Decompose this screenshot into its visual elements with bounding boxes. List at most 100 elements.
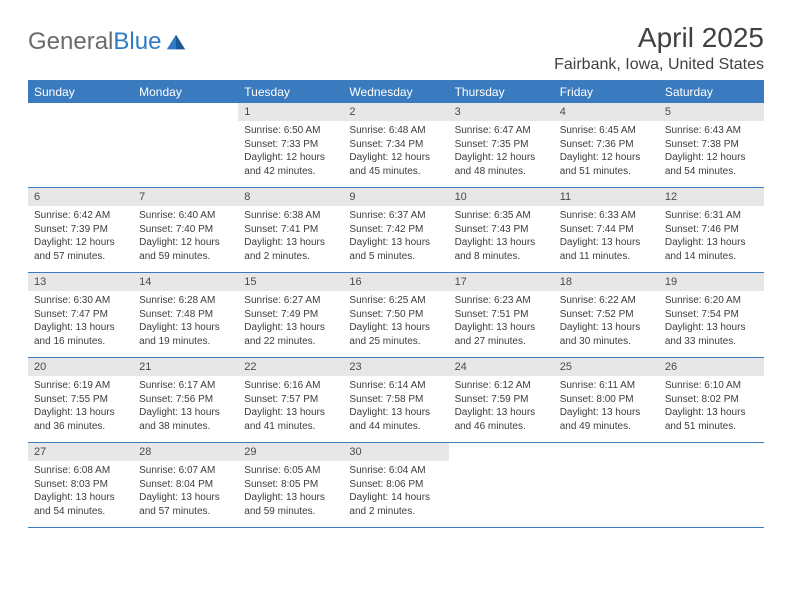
sunset-line: Sunset: 7:52 PM xyxy=(560,308,653,322)
day-number: 7 xyxy=(133,188,238,206)
calendar-page: GeneralBlue April 2025 Fairbank, Iowa, U… xyxy=(0,0,792,550)
day-number: 22 xyxy=(238,358,343,376)
sunrise-line: Sunrise: 6:25 AM xyxy=(349,294,442,308)
calendar-cell: 3Sunrise: 6:47 AMSunset: 7:35 PMDaylight… xyxy=(449,103,554,187)
sunrise-line: Sunrise: 6:20 AM xyxy=(665,294,758,308)
sunrise-line: Sunrise: 6:07 AM xyxy=(139,464,232,478)
day-body: Sunrise: 6:19 AMSunset: 7:55 PMDaylight:… xyxy=(28,376,133,439)
day-body: Sunrise: 6:37 AMSunset: 7:42 PMDaylight:… xyxy=(343,206,448,269)
daylight-line: Daylight: 13 hours and 25 minutes. xyxy=(349,321,442,348)
calendar-cell: 23Sunrise: 6:14 AMSunset: 7:58 PMDayligh… xyxy=(343,358,448,442)
day-header-saturday: Saturday xyxy=(659,81,764,103)
day-number: 28 xyxy=(133,443,238,461)
sunset-line: Sunset: 7:48 PM xyxy=(139,308,232,322)
day-body: Sunrise: 6:48 AMSunset: 7:34 PMDaylight:… xyxy=(343,121,448,184)
logo-mark-icon xyxy=(165,31,187,53)
sunrise-line: Sunrise: 6:35 AM xyxy=(455,209,548,223)
day-number: 10 xyxy=(449,188,554,206)
day-header-friday: Friday xyxy=(554,81,659,103)
sunset-line: Sunset: 7:36 PM xyxy=(560,138,653,152)
sunrise-line: Sunrise: 6:12 AM xyxy=(455,379,548,393)
sunset-line: Sunset: 7:47 PM xyxy=(34,308,127,322)
sunrise-line: Sunrise: 6:19 AM xyxy=(34,379,127,393)
daylight-line: Daylight: 13 hours and 33 minutes. xyxy=(665,321,758,348)
sunset-line: Sunset: 7:54 PM xyxy=(665,308,758,322)
sunrise-line: Sunrise: 6:43 AM xyxy=(665,124,758,138)
day-number: 17 xyxy=(449,273,554,291)
day-body: Sunrise: 6:22 AMSunset: 7:52 PMDaylight:… xyxy=(554,291,659,354)
sunrise-line: Sunrise: 6:16 AM xyxy=(244,379,337,393)
day-number: 14 xyxy=(133,273,238,291)
day-number: 20 xyxy=(28,358,133,376)
sunset-line: Sunset: 7:39 PM xyxy=(34,223,127,237)
calendar-cell: 24Sunrise: 6:12 AMSunset: 7:59 PMDayligh… xyxy=(449,358,554,442)
sunset-line: Sunset: 8:04 PM xyxy=(139,478,232,492)
sunset-line: Sunset: 7:55 PM xyxy=(34,393,127,407)
day-header-tuesday: Tuesday xyxy=(238,81,343,103)
sunrise-line: Sunrise: 6:28 AM xyxy=(139,294,232,308)
calendar-cell: 11Sunrise: 6:33 AMSunset: 7:44 PMDayligh… xyxy=(554,188,659,272)
title-block: April 2025 Fairbank, Iowa, United States xyxy=(554,22,764,74)
daylight-line: Daylight: 13 hours and 2 minutes. xyxy=(244,236,337,263)
calendar-cell: 12Sunrise: 6:31 AMSunset: 7:46 PMDayligh… xyxy=(659,188,764,272)
calendar-cell xyxy=(554,443,659,527)
sunrise-line: Sunrise: 6:42 AM xyxy=(34,209,127,223)
sunset-line: Sunset: 7:49 PM xyxy=(244,308,337,322)
sunrise-line: Sunrise: 6:08 AM xyxy=(34,464,127,478)
day-body: Sunrise: 6:23 AMSunset: 7:51 PMDaylight:… xyxy=(449,291,554,354)
day-body: Sunrise: 6:10 AMSunset: 8:02 PMDaylight:… xyxy=(659,376,764,439)
daylight-line: Daylight: 13 hours and 8 minutes. xyxy=(455,236,548,263)
day-number: 26 xyxy=(659,358,764,376)
week-row: 27Sunrise: 6:08 AMSunset: 8:03 PMDayligh… xyxy=(28,443,764,528)
day-body: Sunrise: 6:11 AMSunset: 8:00 PMDaylight:… xyxy=(554,376,659,439)
sunrise-line: Sunrise: 6:14 AM xyxy=(349,379,442,393)
day-number: 18 xyxy=(554,273,659,291)
calendar-cell xyxy=(133,103,238,187)
page-header: GeneralBlue April 2025 Fairbank, Iowa, U… xyxy=(28,22,764,74)
sunset-line: Sunset: 7:56 PM xyxy=(139,393,232,407)
week-row: 6Sunrise: 6:42 AMSunset: 7:39 PMDaylight… xyxy=(28,188,764,273)
sunrise-line: Sunrise: 6:37 AM xyxy=(349,209,442,223)
sunrise-line: Sunrise: 6:11 AM xyxy=(560,379,653,393)
day-body: Sunrise: 6:31 AMSunset: 7:46 PMDaylight:… xyxy=(659,206,764,269)
calendar-cell: 20Sunrise: 6:19 AMSunset: 7:55 PMDayligh… xyxy=(28,358,133,442)
day-number: 1 xyxy=(238,103,343,121)
calendar-cell: 15Sunrise: 6:27 AMSunset: 7:49 PMDayligh… xyxy=(238,273,343,357)
day-body: Sunrise: 6:16 AMSunset: 7:57 PMDaylight:… xyxy=(238,376,343,439)
calendar-cell: 30Sunrise: 6:04 AMSunset: 8:06 PMDayligh… xyxy=(343,443,448,527)
sunset-line: Sunset: 7:40 PM xyxy=(139,223,232,237)
day-header-sunday: Sunday xyxy=(28,81,133,103)
day-number: 21 xyxy=(133,358,238,376)
daylight-line: Daylight: 13 hours and 44 minutes. xyxy=(349,406,442,433)
sunrise-line: Sunrise: 6:05 AM xyxy=(244,464,337,478)
daylight-line: Daylight: 13 hours and 41 minutes. xyxy=(244,406,337,433)
day-number: 23 xyxy=(343,358,448,376)
sunrise-line: Sunrise: 6:30 AM xyxy=(34,294,127,308)
day-body: Sunrise: 6:25 AMSunset: 7:50 PMDaylight:… xyxy=(343,291,448,354)
day-body: Sunrise: 6:08 AMSunset: 8:03 PMDaylight:… xyxy=(28,461,133,524)
sunrise-line: Sunrise: 6:33 AM xyxy=(560,209,653,223)
daylight-line: Daylight: 13 hours and 49 minutes. xyxy=(560,406,653,433)
daylight-line: Daylight: 12 hours and 51 minutes. xyxy=(560,151,653,178)
day-body: Sunrise: 6:20 AMSunset: 7:54 PMDaylight:… xyxy=(659,291,764,354)
day-body: Sunrise: 6:05 AMSunset: 8:05 PMDaylight:… xyxy=(238,461,343,524)
calendar-cell: 1Sunrise: 6:50 AMSunset: 7:33 PMDaylight… xyxy=(238,103,343,187)
day-number: 3 xyxy=(449,103,554,121)
daylight-line: Daylight: 13 hours and 59 minutes. xyxy=(244,491,337,518)
sunrise-line: Sunrise: 6:40 AM xyxy=(139,209,232,223)
day-number: 24 xyxy=(449,358,554,376)
sunset-line: Sunset: 7:51 PM xyxy=(455,308,548,322)
logo-text-general: General xyxy=(28,28,113,56)
sunrise-line: Sunrise: 6:10 AM xyxy=(665,379,758,393)
sunset-line: Sunset: 7:57 PM xyxy=(244,393,337,407)
calendar-cell: 13Sunrise: 6:30 AMSunset: 7:47 PMDayligh… xyxy=(28,273,133,357)
sunrise-line: Sunrise: 6:27 AM xyxy=(244,294,337,308)
sunset-line: Sunset: 7:38 PM xyxy=(665,138,758,152)
daylight-line: Daylight: 13 hours and 19 minutes. xyxy=(139,321,232,348)
sunrise-line: Sunrise: 6:31 AM xyxy=(665,209,758,223)
calendar-cell: 7Sunrise: 6:40 AMSunset: 7:40 PMDaylight… xyxy=(133,188,238,272)
sunrise-line: Sunrise: 6:17 AM xyxy=(139,379,232,393)
sunset-line: Sunset: 7:46 PM xyxy=(665,223,758,237)
day-body: Sunrise: 6:43 AMSunset: 7:38 PMDaylight:… xyxy=(659,121,764,184)
daylight-line: Daylight: 12 hours and 48 minutes. xyxy=(455,151,548,178)
